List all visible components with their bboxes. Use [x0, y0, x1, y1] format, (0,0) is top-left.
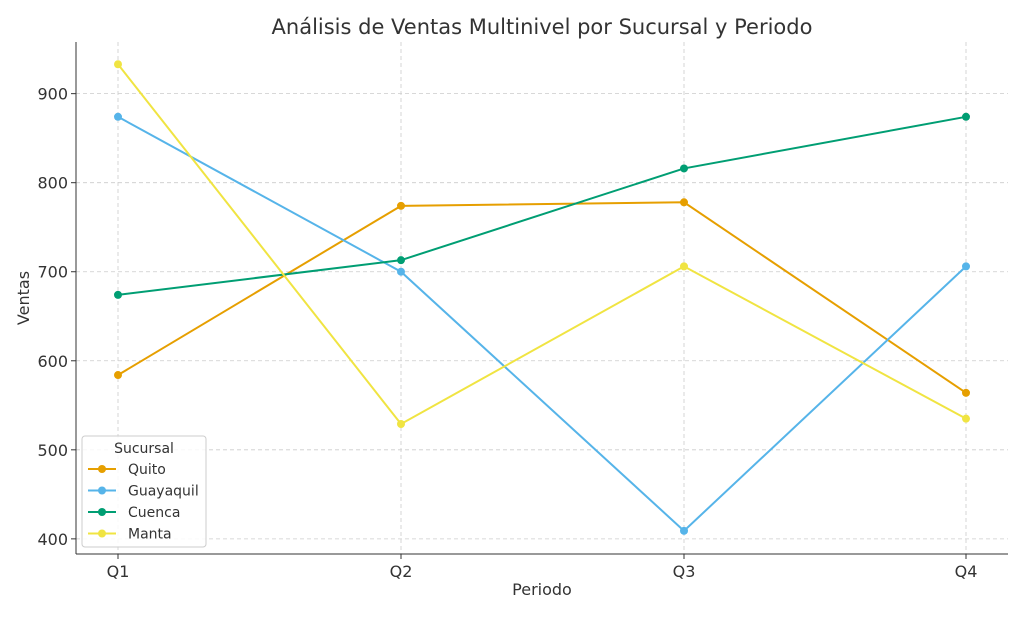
data-point-quito: [397, 201, 405, 210]
legend-label: Cuenca: [128, 505, 180, 521]
y-tick-label: 800: [37, 174, 68, 193]
legend-marker: [98, 529, 106, 538]
x-tick-label: Q3: [673, 562, 696, 581]
legend-title: Sucursal: [114, 441, 174, 457]
data-point-manta: [680, 262, 688, 271]
chart-title: Análisis de Ventas Multinivel por Sucurs…: [272, 15, 813, 39]
data-point-cuenca: [680, 164, 688, 173]
legend-marker: [98, 465, 106, 473]
legend-box: [81, 435, 207, 548]
data-point-quito: [962, 388, 970, 397]
data-point-cuenca: [962, 112, 970, 121]
series-line-manta: [117, 63, 967, 426]
legend-label: Quito: [128, 462, 166, 478]
data-point-quito: [680, 198, 688, 207]
data-point-cuenca: [397, 256, 405, 265]
series-line-cuenca: [117, 115, 967, 296]
y-tick-label: 400: [37, 530, 68, 549]
y-axis-label: Ventas: [14, 271, 33, 325]
series-line-guayaquil: [117, 115, 967, 533]
legend-marker: [98, 508, 106, 516]
data-point-cuenca: [114, 290, 122, 299]
legend-label: Manta: [128, 527, 172, 543]
data-point-guayaquil: [962, 262, 970, 271]
x-tick-label: Q2: [390, 562, 413, 581]
y-tick-label: 900: [37, 85, 68, 104]
y-tick-label: 500: [37, 441, 68, 460]
x-axis-label: Periodo: [512, 580, 572, 599]
y-tick-label: 600: [37, 352, 68, 371]
data-point-quito: [114, 371, 122, 380]
data-point-manta: [397, 419, 405, 428]
data-point-guayaquil: [114, 112, 122, 121]
legend-label: Guayaquil: [128, 484, 199, 500]
data-point-manta: [962, 414, 970, 423]
legend-marker: [98, 486, 106, 495]
x-tick-label: Q4: [955, 562, 978, 581]
data-point-manta: [114, 60, 122, 69]
data-point-guayaquil: [680, 526, 688, 535]
data-point-guayaquil: [397, 267, 405, 276]
series-line-quito: [117, 201, 967, 394]
x-tick-label: Q1: [107, 562, 130, 581]
y-tick-label: 700: [37, 263, 68, 282]
